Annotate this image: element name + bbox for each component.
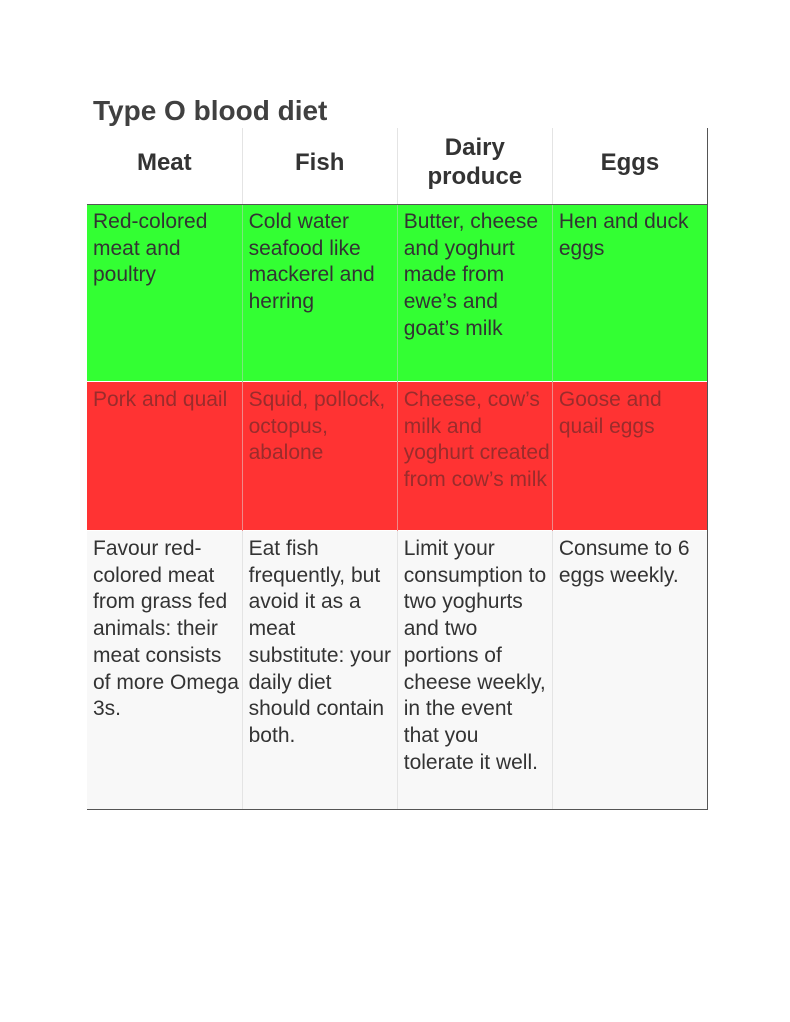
table-cell: Favour red-colored meat from grass fed a… xyxy=(87,530,243,810)
table-cell: Limit your consumption to two yoghurts a… xyxy=(397,530,553,810)
header-row: Meat Fish Dairy produce Eggs xyxy=(87,128,709,205)
column-header-meat: Meat xyxy=(87,128,243,205)
cell-text: Pork and quail xyxy=(93,388,228,411)
table-cell: Red-colored meat and poultry xyxy=(87,204,243,382)
recommended-foods-row: Red-colored meat and poultry Cold water … xyxy=(87,204,709,382)
table-cell: Hen and duck eggs xyxy=(552,204,709,382)
column-header-eggs: Eggs xyxy=(552,128,709,205)
table-cell: Squid, pollock, octopus, abalone xyxy=(242,381,398,531)
table-cell: Cheese, cow’s milk and yoghurt created f… xyxy=(397,381,553,531)
cell-text: Cold water seafood like mackerel and her… xyxy=(248,210,375,314)
table-cell: Pork and quail xyxy=(87,381,243,531)
cell-text: Favour red-colored meat from grass fed a… xyxy=(93,537,239,721)
cell-text: Squid, pollock, octopus, abalone xyxy=(248,388,386,465)
table-cell: Butter, cheese and yoghurt made from ewe… xyxy=(397,204,553,382)
column-header-fish: Fish xyxy=(242,128,398,205)
table-cell: Eat fish frequently, but avoid it as a m… xyxy=(242,530,398,810)
page-title: Type O blood diet xyxy=(93,95,328,126)
column-header-dairy: Dairy produce xyxy=(397,128,553,205)
cell-text: Goose and quail eggs xyxy=(558,388,662,438)
cell-text: Hen and duck eggs xyxy=(558,210,689,260)
cell-text: Butter, cheese and yoghurt made from ewe… xyxy=(403,210,539,340)
cell-text: Red-colored meat and poultry xyxy=(93,210,208,287)
advice-row: Favour red-colored meat from grass fed a… xyxy=(87,530,709,810)
avoid-foods-row: Pork and quail Squid, pollock, octopus, … xyxy=(87,381,709,531)
diet-table: Meat Fish Dairy produce Eggs Red-colored… xyxy=(87,128,709,810)
cell-text: Eat fish frequently, but avoid it as a m… xyxy=(248,537,392,747)
table-cell: Consume to 6 eggs weekly. xyxy=(552,530,709,810)
cell-text: Limit your consumption to two yoghurts a… xyxy=(403,537,547,774)
cell-text: Cheese, cow’s milk and yoghurt created f… xyxy=(403,388,550,492)
table-cell: Goose and quail eggs xyxy=(552,381,709,531)
cell-text: Consume to 6 eggs weekly. xyxy=(558,537,690,587)
table-cell: Cold water seafood like mackerel and her… xyxy=(242,204,398,382)
